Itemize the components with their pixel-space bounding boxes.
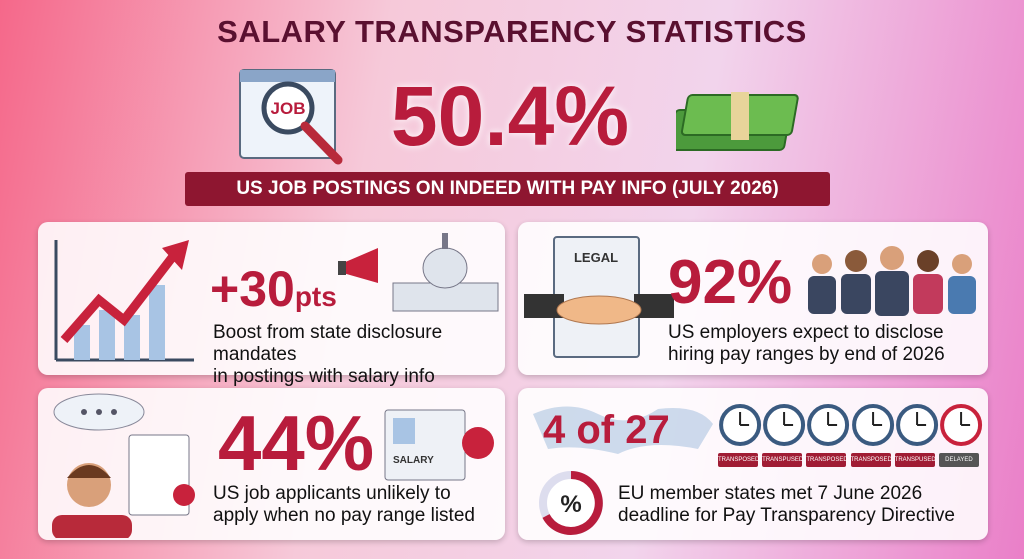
clock-label: TRANSPUSED <box>762 453 803 467</box>
applicant-icon <box>52 393 195 538</box>
clock-row: TRANSPOSED TRANSPUSED TRANSPOSED TRANSPOSED… <box>718 402 983 472</box>
clock-label: DELAYED <box>938 453 979 467</box>
stat: 92% <box>668 248 793 317</box>
salary-label: SALARY <box>393 455 434 466</box>
clock-face <box>895 404 938 446</box>
clock: TRANSPUSED <box>762 402 806 467</box>
hero-caption: US JOB POSTINGS ON INDEED WITH PAY INFO … <box>185 172 830 206</box>
growth-chart-icon <box>54 240 194 362</box>
card: +30pts Boost from state disclosure manda… <box>38 222 505 387</box>
legal-handshake-icon: LEGAL <box>524 236 674 358</box>
stat-group: +30pts <box>210 260 337 318</box>
percent-gauge: % <box>539 471 603 535</box>
stat: 4 of 27 <box>543 408 670 452</box>
clock: TRANSPOSED <box>850 402 895 467</box>
description: US job applicants unlikely to apply when … <box>213 483 475 527</box>
clock: TRANSPUSED <box>894 402 939 467</box>
description: Boost from state disclosure mandates in p… <box>213 322 505 388</box>
clock-face <box>939 404 982 446</box>
line: deadline for Pay Transparency Directive <box>618 505 955 526</box>
card: LEGAL 92% US employers expect to disclos… <box>518 222 988 375</box>
line: US job applicants unlikely to <box>213 483 451 504</box>
clock-label: TRANSPOSED <box>718 453 759 467</box>
description: US employers expect to disclose hiring pa… <box>668 322 945 366</box>
title: SALARY TRANSPARENCY STATISTICS <box>217 14 807 49</box>
clock-label: TRANSPOSED <box>806 453 848 467</box>
line: Boost from state disclosure mandates <box>213 322 443 365</box>
clock-face <box>851 404 894 446</box>
line: EU member states met 7 June 2026 <box>618 483 923 504</box>
hero-stat: 50.4% <box>390 69 630 163</box>
clock: TRANSPOSED <box>806 402 850 467</box>
line: US employers expect to disclose <box>668 322 944 343</box>
capitol-icon <box>338 233 499 312</box>
line: apply when no pay range listed <box>213 505 475 526</box>
stat-unit: pts <box>294 281 337 312</box>
stat: 44% <box>218 399 375 487</box>
gauge-label: % <box>560 491 581 518</box>
card: 4 of 27 TRANSPOSED TRANSPUSED TRANSPOSED TR… <box>518 388 988 540</box>
people-icon <box>808 246 976 316</box>
salary-doc-icon: SALARY <box>384 409 494 481</box>
clock: DELAYED <box>938 402 983 467</box>
clock-face <box>763 404 806 446</box>
stat: +30 <box>210 261 295 317</box>
world-map <box>533 406 713 454</box>
money-icon <box>676 92 799 151</box>
clock: TRANSPOSED <box>718 402 762 467</box>
legal-label: LEGAL <box>574 250 618 265</box>
clock-label: TRANSPOSED <box>850 453 892 467</box>
job-label: JOB <box>271 99 306 118</box>
line: in postings with salary info <box>213 366 435 387</box>
description: EU member states met 7 June 2026 deadline… <box>618 483 955 527</box>
line: hiring pay ranges by end of 2026 <box>668 344 945 365</box>
clock-face <box>807 404 850 446</box>
job-icon: JOB <box>239 69 343 165</box>
clock-label: TRANSPUSED <box>894 453 936 467</box>
card: 44% SALARY US job applicants unlikely to… <box>38 388 505 540</box>
clock-face <box>719 404 762 446</box>
